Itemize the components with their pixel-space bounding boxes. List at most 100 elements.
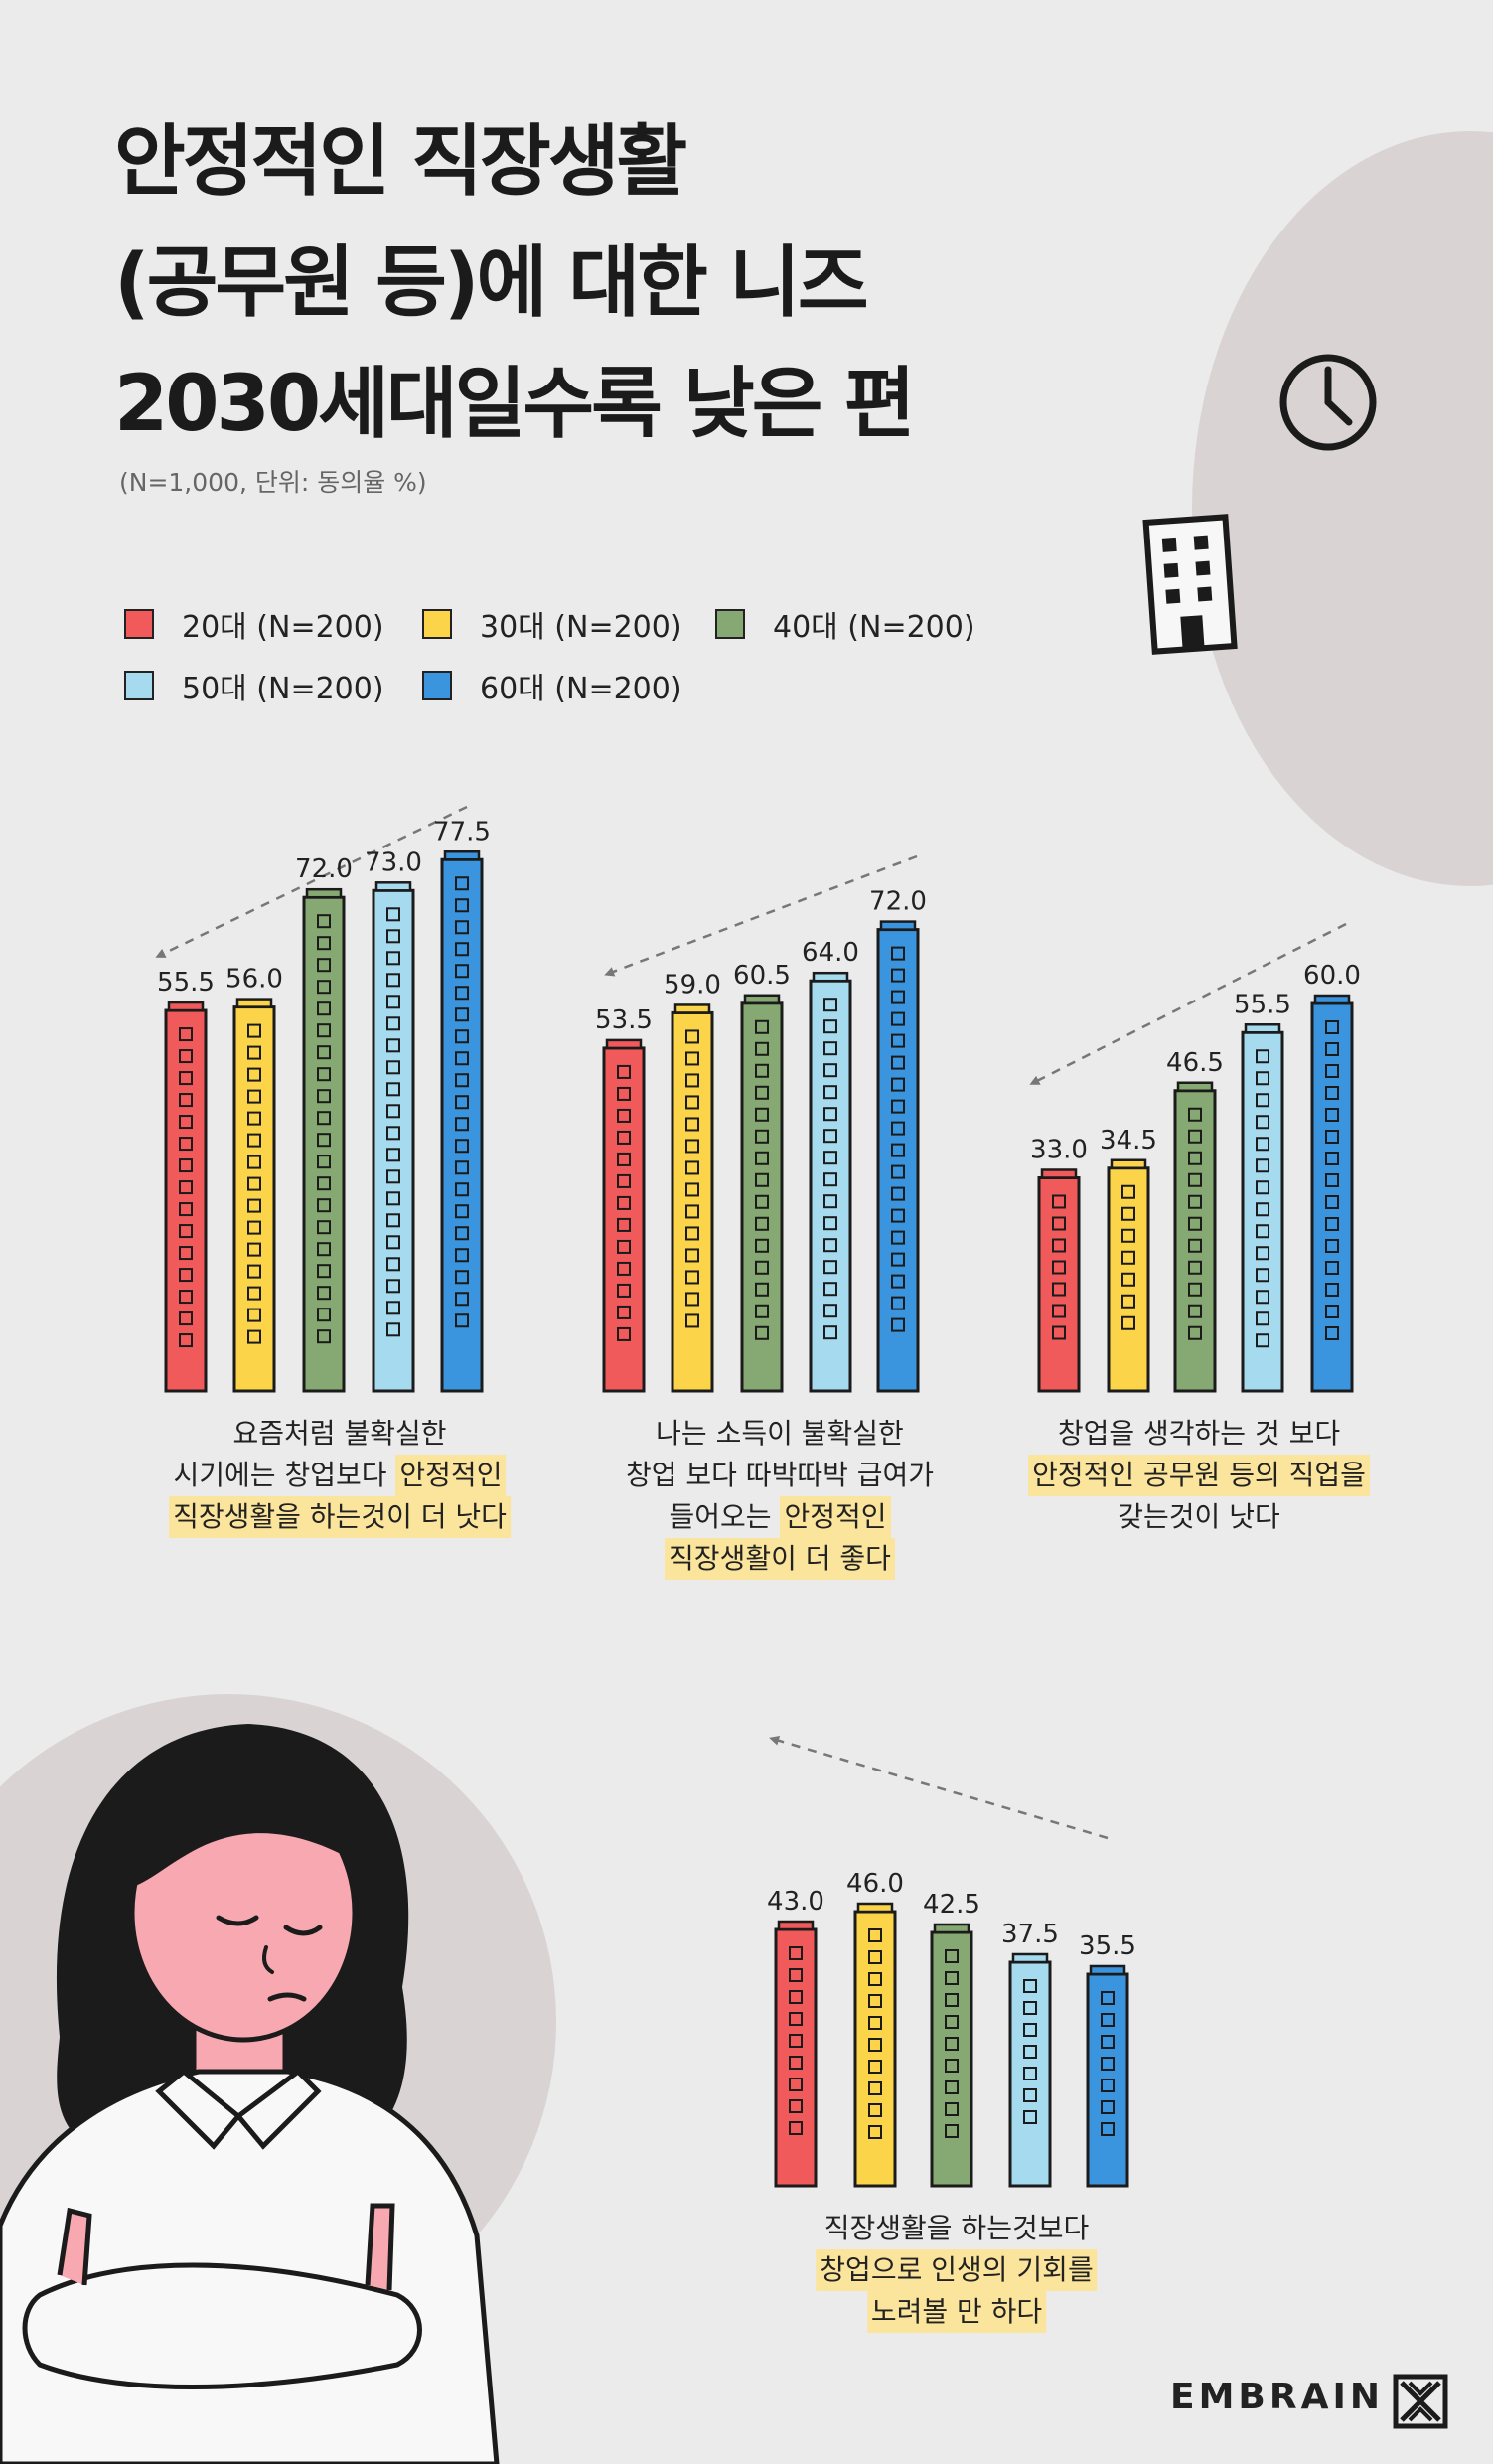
caption-chart-1: 요즘처럼 불확실한 시기에는 창업보다 안정적인 직장생활을 하는것이 더 낫다: [169, 1413, 511, 1538]
bar-4-2: 46.0: [846, 1869, 904, 2188]
bar-window: [823, 998, 837, 1012]
caption-1-line-2: 시기에는 창업보다: [173, 1459, 387, 1491]
bar-window: [1052, 1304, 1066, 1318]
bar-window: [179, 1137, 193, 1152]
bar-window: [247, 1264, 261, 1279]
bar-window: [685, 1226, 699, 1241]
bar-window: [317, 1089, 331, 1104]
bar-roof: [167, 1001, 205, 1012]
bars-layer: 55.5 56.0 72.0 73.0 77.5 53.5 59.0 60.5 64.0 72.0…: [157, 817, 1361, 2188]
bar-window: [1188, 1129, 1202, 1144]
bar-window: [823, 1107, 837, 1122]
bar-window: [755, 1194, 769, 1209]
bar-window: [945, 2124, 959, 2138]
bar-window: [891, 946, 905, 961]
bar-window: [685, 1313, 699, 1328]
bar-window: [1052, 1260, 1066, 1275]
legend-swatch-20s: [124, 609, 154, 639]
bar-window: [386, 1148, 400, 1162]
bar-window: [455, 876, 469, 891]
bar-window: [455, 1270, 469, 1285]
bar-window: [891, 1033, 905, 1048]
bar-window: [868, 1972, 882, 1986]
bar-window: [755, 1282, 769, 1297]
bar-window: [455, 1160, 469, 1175]
bar-window: [1052, 1238, 1066, 1253]
bar-chart-3: 33.0 34.5 46.5 55.5 60.0: [1030, 961, 1361, 1393]
bar-window: [1325, 1042, 1339, 1056]
bar-4-3: 42.5: [923, 1890, 980, 2188]
caption-2-highlight-1: 안정적인: [780, 1496, 891, 1538]
bar-window: [179, 1311, 193, 1326]
bar-window: [247, 1089, 261, 1104]
bar-window: [945, 1971, 959, 1985]
bar-window: [247, 1111, 261, 1126]
bar-window: [1052, 1194, 1066, 1209]
value-label-3-1: 33.0: [1030, 1136, 1088, 1165]
bar-window: [1101, 2100, 1115, 2114]
embrain-logo-icon: [1393, 2374, 1448, 2429]
bar-window: [868, 1994, 882, 2008]
value-label-4-5: 35.5: [1079, 1931, 1136, 1961]
bar-window: [755, 1129, 769, 1144]
bar-window: [317, 1001, 331, 1016]
bar-roof: [856, 1902, 894, 1914]
bar-window: [455, 1139, 469, 1154]
bar-window: [455, 1051, 469, 1066]
bar-window: [868, 2125, 882, 2139]
bar-window: [386, 1060, 400, 1075]
legend-item-30s: 30대 (N=200): [422, 604, 682, 645]
title-line-2: (공무원 등)에 대한 니즈: [114, 238, 869, 328]
bar-window: [755, 1172, 769, 1187]
bar-window: [386, 1169, 400, 1184]
legend-label-20s: 20대 (N=200): [182, 610, 384, 645]
bar-window: [755, 1041, 769, 1056]
bar-roof: [1040, 1168, 1078, 1179]
bar-window: [868, 2103, 882, 2117]
bar-window: [386, 929, 400, 944]
bar-window: [617, 1261, 631, 1276]
bar-window: [1325, 1152, 1339, 1165]
trend-arrow-icon-1: [155, 805, 468, 958]
value-label-1-4: 73.0: [365, 847, 422, 877]
bar-window: [317, 1067, 331, 1082]
caption-4-line-1: 직장생활을 하는것보다: [823, 2212, 1090, 2244]
bar-window: [179, 1290, 193, 1305]
value-label-3-5: 60.0: [1303, 961, 1361, 991]
bar-window: [455, 1095, 469, 1110]
bar-2-5: 72.0: [869, 887, 927, 1393]
bar-window: [945, 1949, 959, 1963]
bar-window: [247, 1242, 261, 1257]
bar-window: [386, 1104, 400, 1119]
bar-window: [1256, 1268, 1269, 1283]
bar-window: [1121, 1294, 1135, 1309]
legend-swatch-50s: [124, 671, 154, 700]
bar-window: [1101, 2057, 1115, 2071]
bar-1-5: 77.5: [433, 817, 491, 1393]
bar-window: [317, 1286, 331, 1301]
bar-window: [247, 1133, 261, 1148]
bar-body: [1173, 1089, 1217, 1393]
bar-window: [317, 1111, 331, 1126]
bar-window: [1101, 2013, 1115, 2027]
bar-window: [386, 1322, 400, 1337]
bar-roof: [443, 850, 481, 861]
bar-chart-2: 53.5 59.0 60.5 64.0 72.0: [595, 887, 927, 1393]
bar-window: [891, 990, 905, 1004]
bar-window: [179, 1093, 193, 1108]
bar-window: [455, 1117, 469, 1132]
bar-window: [386, 1016, 400, 1031]
bar-window: [1188, 1282, 1202, 1297]
bar-chart-4: 43.0 46.0 42.5 37.5 35.5: [767, 1869, 1136, 2188]
bar-window: [891, 1077, 905, 1092]
bar-2-1: 53.5: [595, 1005, 653, 1393]
bar-roof: [1089, 1964, 1126, 1976]
value-label-4-3: 42.5: [923, 1890, 980, 1920]
legend-swatch-60s: [422, 671, 452, 700]
bar-window: [1325, 1239, 1339, 1253]
bar-body: [740, 1001, 784, 1393]
bar-window: [945, 2037, 959, 2051]
trend-arrow-icon-4: [769, 1735, 1109, 1840]
bar-window: [891, 1230, 905, 1245]
